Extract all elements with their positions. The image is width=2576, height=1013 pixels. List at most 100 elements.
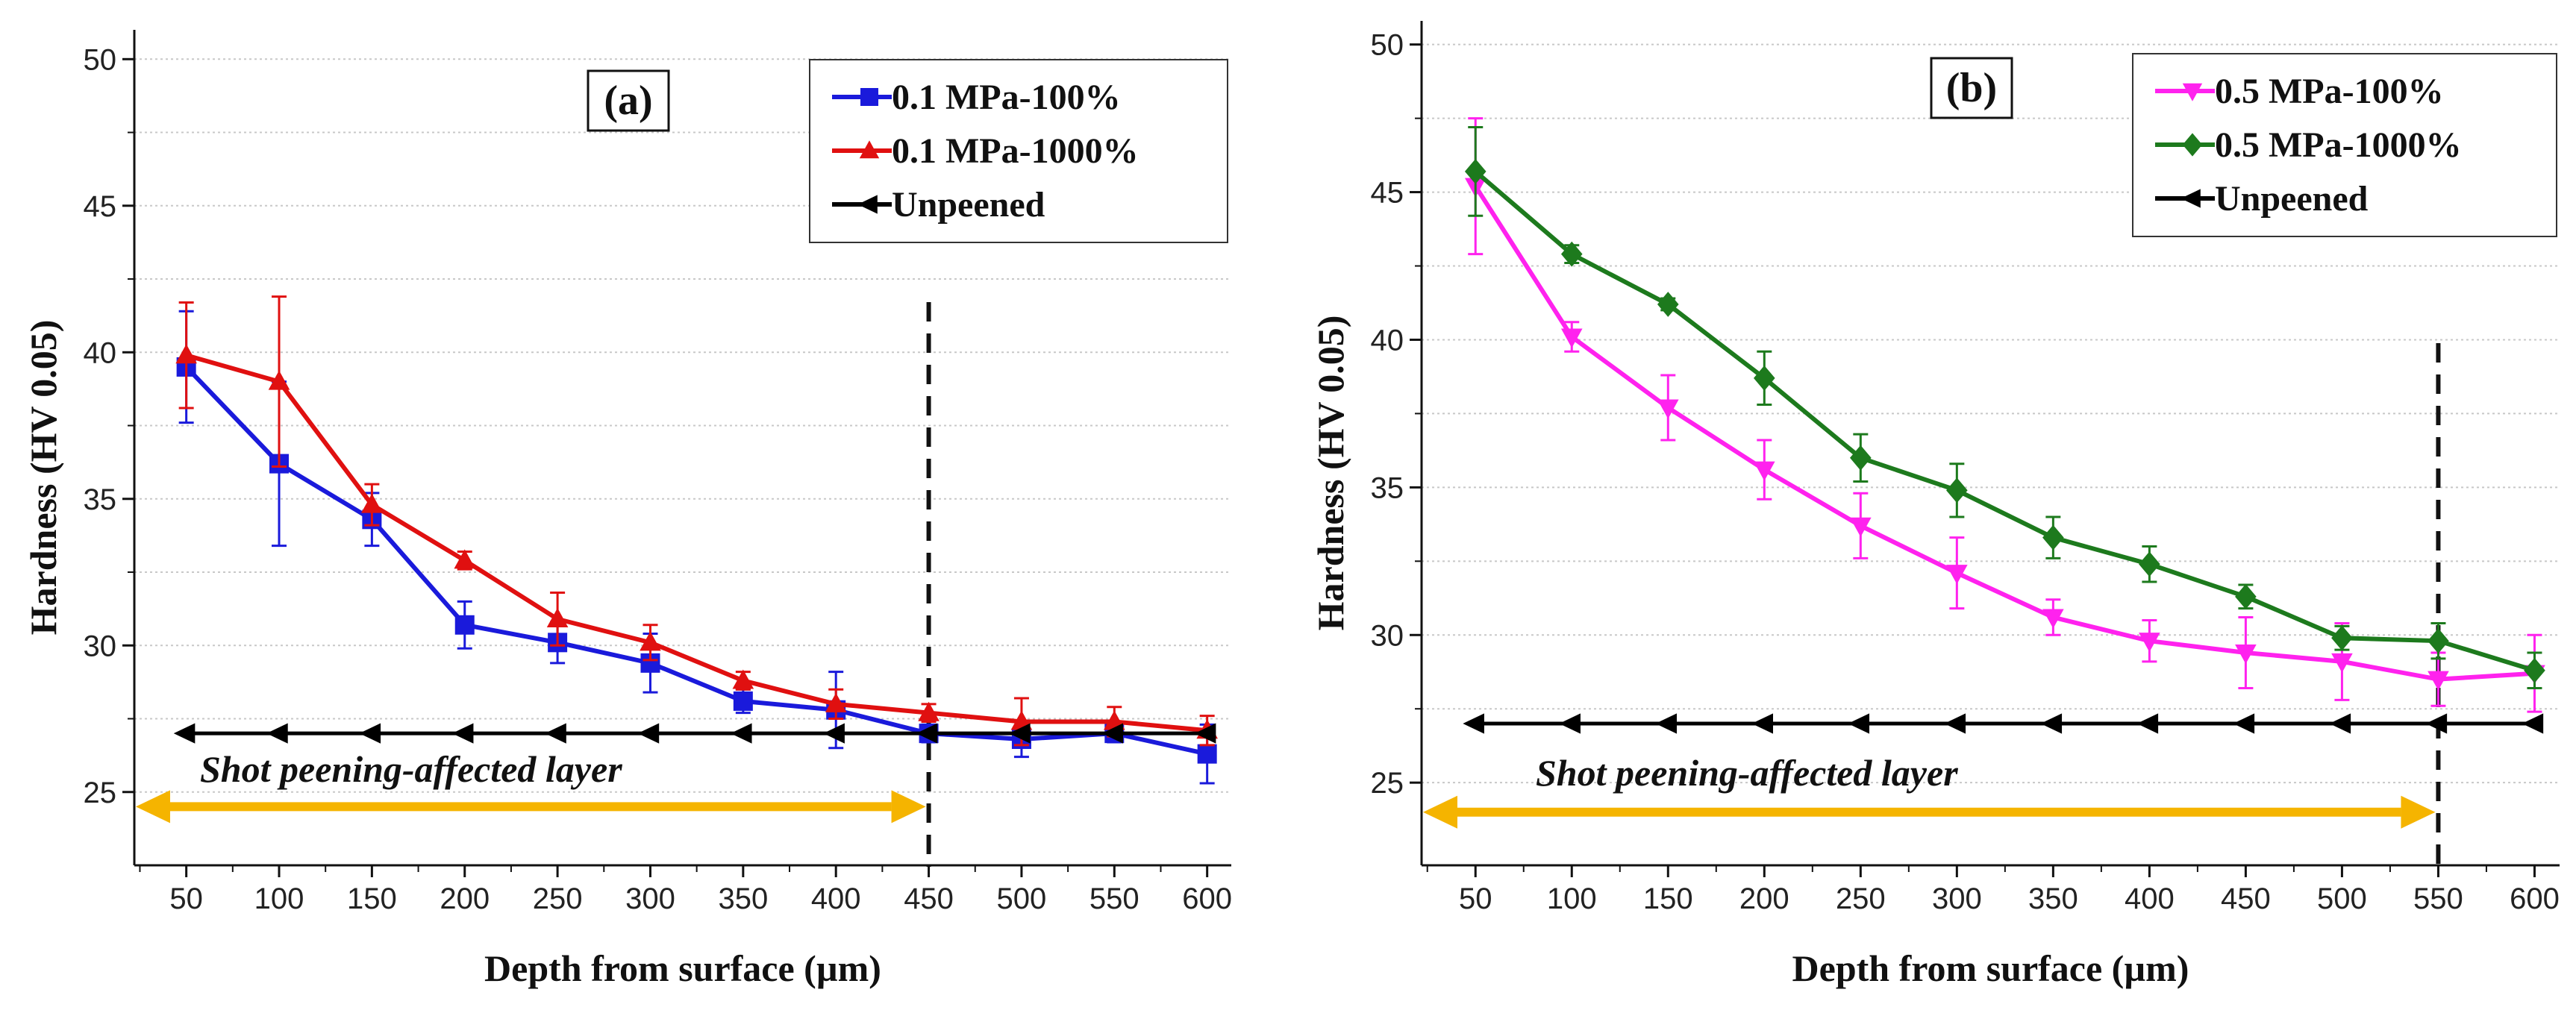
series-line	[1473, 185, 2535, 682]
data-point	[359, 723, 381, 744]
data-point	[823, 723, 845, 744]
data-point	[2235, 644, 2257, 664]
data-point	[2329, 713, 2351, 734]
panel-a: 25 30 35 40 45 50 50 100 150 200 250 300 350 400 450 50…	[22, 30, 1232, 989]
data-point	[1657, 292, 1679, 317]
x-axis-title: Depth from surface (µm)	[1792, 947, 2189, 989]
data-point	[825, 692, 847, 712]
x-tick-label: 600	[1182, 882, 1232, 915]
affected-layer-arrow-head-left	[136, 790, 170, 824]
data-point	[1560, 328, 1583, 348]
legend-marker	[859, 140, 880, 159]
data-point	[1197, 744, 1217, 764]
y-tick-label: 35	[1371, 471, 1404, 504]
x-tick-label: 450	[2221, 882, 2271, 915]
data-point	[2331, 653, 2353, 673]
x-tick-label: 550	[2413, 882, 2463, 915]
data-point	[266, 723, 288, 744]
data-point	[1655, 713, 1677, 734]
data-point	[1944, 713, 1966, 734]
data-point	[2425, 713, 2448, 734]
y-tick-label: 50	[1371, 29, 1404, 62]
data-point	[2524, 657, 2545, 683]
y-tick-label: 40	[1371, 324, 1404, 357]
data-point	[361, 493, 383, 513]
x-tick-label: 300	[625, 882, 675, 915]
x-tick-label: 500	[997, 882, 1047, 915]
data-point	[1850, 517, 1872, 537]
legend-marker	[2182, 133, 2203, 157]
x-tick-label: 400	[2125, 882, 2175, 915]
data-point	[640, 631, 661, 651]
data-point	[1850, 445, 1872, 471]
panel-label-box	[587, 69, 670, 132]
legend-marker	[2180, 189, 2201, 208]
data-point	[1946, 565, 1968, 585]
y-tick-label: 35	[84, 483, 117, 516]
y-tick-label: 25	[84, 777, 117, 809]
data-point	[2331, 625, 2353, 651]
data-point	[916, 723, 938, 744]
data-point	[173, 723, 196, 744]
data-point	[1657, 399, 1679, 419]
x-tick-label: 50	[1459, 882, 1492, 915]
legend-label: 0.1 MPa-1000%	[892, 131, 1139, 171]
data-point	[2427, 628, 2449, 654]
y-axis-title: Hardness (HV 0.05)	[22, 320, 64, 636]
panel-label: (b)	[1946, 65, 1997, 111]
y-tick-label: 30	[1371, 619, 1404, 652]
data-point	[268, 370, 290, 390]
panel-label: (a)	[604, 78, 652, 124]
y-tick-label: 40	[84, 336, 117, 369]
data-point	[732, 669, 754, 689]
x-tick-label: 250	[533, 882, 583, 915]
x-tick-label: 100	[254, 882, 304, 915]
x-tick-label: 200	[1739, 882, 1789, 915]
data-point	[454, 615, 475, 635]
x-tick-label: 200	[440, 882, 490, 915]
data-point	[1946, 477, 1968, 504]
data-point	[2427, 671, 2449, 691]
y-tick-label: 25	[1371, 767, 1404, 800]
data-point	[2042, 524, 2064, 551]
data-point	[2042, 609, 2064, 629]
data-point	[2522, 713, 2544, 734]
legend-marker	[860, 88, 878, 106]
data-point	[451, 723, 474, 744]
y-tick-label: 50	[84, 43, 117, 76]
x-tick-label: 450	[904, 882, 954, 915]
data-point	[918, 701, 940, 721]
x-tick-label: 50	[169, 882, 203, 915]
affected-layer-arrow-head-right	[891, 790, 926, 824]
affected-layer-arrow-head-left	[1423, 795, 1457, 829]
data-point	[2040, 713, 2063, 734]
legend-label: 0.5 MPa-1000%	[2215, 125, 2462, 165]
x-tick-label: 400	[811, 882, 861, 915]
x-tick-label: 550	[1090, 882, 1139, 915]
data-point	[2136, 713, 2159, 734]
data-point	[546, 607, 569, 627]
x-tick-label: 100	[1547, 882, 1597, 915]
data-point	[1559, 713, 1581, 734]
x-tick-label: 150	[1643, 882, 1693, 915]
data-point	[1751, 713, 1774, 734]
series-0	[176, 310, 1217, 785]
data-point	[2139, 551, 2160, 577]
data-point	[1848, 713, 1870, 734]
affected-layer-label: Shot peening-affected layer	[1536, 752, 1958, 794]
legend-label: 0.1 MPa-100%	[892, 78, 1121, 117]
series-line	[184, 365, 1208, 756]
data-point	[1464, 158, 1486, 184]
x-tick-label: 350	[2028, 882, 2078, 915]
x-tick-label: 350	[718, 882, 768, 915]
series-2	[1463, 713, 2544, 734]
data-point	[1463, 713, 1484, 734]
data-point	[730, 723, 752, 744]
y-axis-title: Hardness (HV 0.05)	[1310, 316, 1351, 631]
panel-label-box	[1930, 57, 2013, 119]
x-tick-label: 300	[1932, 882, 1982, 915]
affected-layer-label: Shot peening-affected layer	[200, 748, 622, 790]
legend-marker	[2182, 83, 2203, 101]
data-point	[2139, 633, 2160, 653]
